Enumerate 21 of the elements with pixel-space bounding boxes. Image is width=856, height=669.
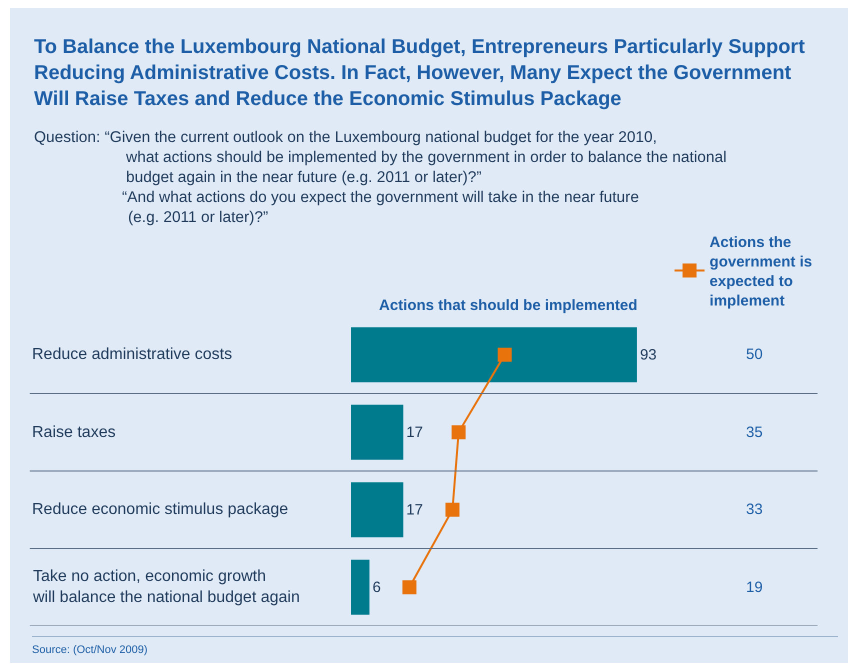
chart-title: To Balance the Luxembourg National Budget, Entrepreneurs Particularly Support Reducing Administrative Costs. In Fact, However, Many Expect the Government Will Raise Taxes and Reduce the Economic Stimulus Package	[34, 35, 806, 112]
data-label: 93	[640, 346, 657, 364]
data-label: 17	[406, 424, 423, 441]
data-label: 19	[746, 579, 763, 596]
point	[402, 580, 416, 594]
source-note: Source: (Oct/Nov 2009)	[32, 644, 148, 656]
y-tick-label: Take no action, economic growth will balance the national budget again	[32, 568, 300, 606]
data-label: 33	[746, 501, 763, 518]
point	[498, 348, 512, 362]
data-label: 17	[406, 501, 423, 518]
y-tick-label: Raise taxes	[32, 424, 116, 441]
data-label: 35	[746, 424, 763, 441]
series-label: Actions that should be implemented	[379, 297, 638, 314]
data-label: 50	[746, 346, 763, 363]
y-tick-label: Reduce administrative costs	[32, 346, 232, 363]
legend-label: Actions the government is expected to implement	[710, 234, 812, 310]
point	[445, 502, 460, 517]
chart-subtitle: Question: “Given the current outlook on the Luxembourg national budget for the year 2010, what actions should be implemented by the government in order to balance the national budget again in the near future (e.g. 2011 or later)?” “And what actions do you expect the government will take in the near future (e.g. 2011 or later)?”	[34, 128, 728, 228]
data-label: 6	[372, 578, 381, 596]
y-tick-label: Reduce economic stimulus package	[32, 501, 288, 518]
point	[452, 425, 466, 440]
